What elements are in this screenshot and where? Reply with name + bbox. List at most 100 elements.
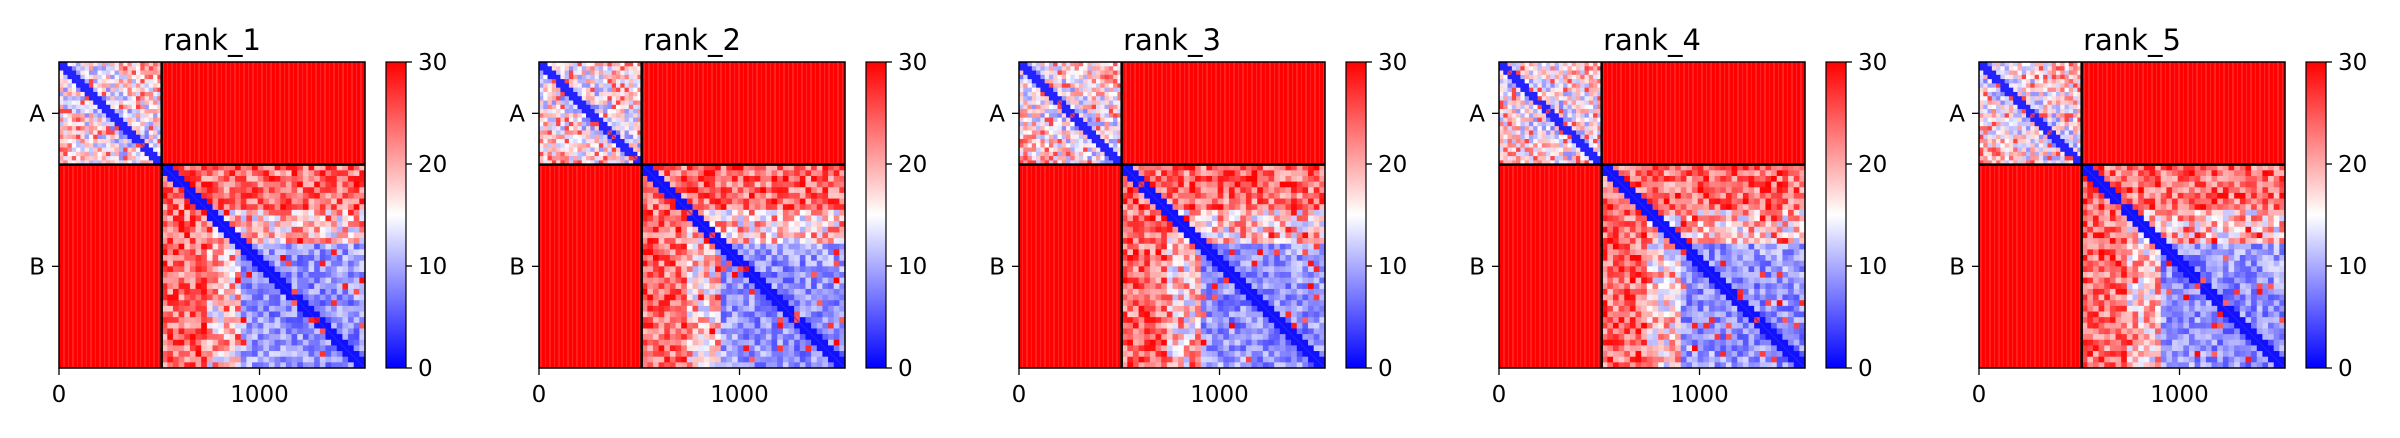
heatmap-cell	[1212, 232, 1218, 239]
heatmap-cell	[189, 271, 196, 278]
heatmap-cell	[178, 170, 185, 177]
heatmap-cell	[777, 226, 784, 233]
heatmap-cell	[1279, 187, 1286, 194]
heatmap-cell	[76, 130, 81, 136]
heatmap-cell	[178, 215, 185, 222]
heatmap-cell	[1108, 139, 1114, 144]
heatmap-cell	[302, 277, 309, 284]
heatmap-cell	[748, 226, 755, 233]
heatmap-cell	[319, 215, 326, 222]
heatmap-cell	[547, 104, 553, 110]
heatmap-cell	[229, 209, 236, 216]
heatmap-cell	[669, 317, 676, 324]
heatmap-cell	[348, 271, 355, 278]
heatmap-cell	[777, 328, 784, 335]
heatmap-cell	[799, 238, 806, 245]
heatmap-cell	[161, 356, 168, 363]
heatmap-cell	[167, 204, 174, 211]
heatmap-cell	[1048, 130, 1054, 136]
heatmap-cell	[297, 288, 304, 295]
heatmap-cell	[106, 74, 111, 80]
heatmap-cell	[1053, 139, 1058, 144]
heatmap-cell	[828, 204, 835, 211]
heatmap-cell	[229, 175, 236, 182]
heatmap-cell	[686, 328, 693, 335]
heatmap-cell	[280, 317, 287, 324]
heatmap-cell	[1027, 96, 1033, 101]
heatmap-cell	[647, 209, 654, 216]
heatmap-cell	[822, 266, 829, 273]
heatmap-cell	[353, 164, 360, 171]
heatmap-cell	[1031, 96, 1037, 101]
heatmap-cell	[97, 62, 103, 67]
heatmap-cell	[80, 62, 85, 67]
heatmap-cell	[603, 74, 608, 80]
heatmap-cell	[1096, 113, 1101, 118]
heatmap-cell	[598, 79, 604, 84]
heatmap-cell	[114, 70, 120, 76]
heatmap-cell	[737, 271, 744, 278]
heatmap-cell	[543, 70, 548, 76]
heatmap-cell	[669, 170, 676, 177]
heatmap-cell	[737, 317, 744, 324]
heatmap-cell	[118, 117, 124, 123]
heatmap-cell	[1200, 226, 1207, 233]
heatmap-cell	[218, 322, 225, 329]
heatmap-cell	[732, 288, 738, 295]
heatmap-cell	[709, 317, 716, 324]
heatmap-cell	[1044, 109, 1050, 114]
heatmap-cell	[577, 62, 583, 67]
heatmap-cell	[1031, 83, 1037, 88]
heatmap-cell	[692, 271, 699, 278]
heatmap-cell	[291, 215, 298, 222]
heatmap-cell	[1268, 215, 1275, 222]
heatmap-cell	[743, 351, 750, 358]
heatmap-cell	[1217, 232, 1224, 239]
heatmap-cell	[84, 130, 90, 136]
heatmap-cell	[144, 66, 150, 71]
heatmap-cell	[1144, 192, 1151, 199]
heatmap-cell	[1027, 130, 1033, 136]
heatmap-cell	[641, 277, 648, 284]
heatmap-cell	[1262, 204, 1269, 211]
heatmap-cell	[624, 121, 630, 127]
heatmap-cell	[811, 255, 818, 261]
heatmap-cell	[1044, 96, 1050, 101]
heatmap-cell	[218, 277, 225, 284]
heatmap-cell	[67, 79, 73, 84]
heatmap-cell	[223, 345, 230, 352]
heatmap-cell	[703, 351, 710, 358]
heatmap-cell	[1027, 126, 1033, 131]
heatmap-cell	[235, 351, 242, 358]
heatmap-cell	[652, 181, 659, 188]
heatmap-cell	[1166, 221, 1173, 228]
heatmap-cell	[577, 96, 583, 101]
heatmap-cell	[681, 260, 688, 267]
heatmap-cell	[748, 345, 755, 352]
heatmap-cell	[342, 294, 349, 301]
heatmap-cell	[263, 277, 270, 284]
heatmap-cell	[63, 79, 68, 84]
heatmap-cell	[782, 204, 789, 211]
heatmap-cell	[1161, 249, 1168, 256]
heatmap-cell	[675, 334, 682, 341]
heatmap-cell	[1040, 91, 1045, 97]
heatmap-cell	[633, 70, 638, 76]
heatmap-cell	[1178, 164, 1185, 171]
heatmap-cell	[581, 134, 587, 140]
heatmap-cell	[686, 351, 693, 358]
heatmap-cell	[67, 109, 73, 114]
heatmap-cell	[664, 221, 671, 228]
heatmap-cell	[748, 305, 755, 312]
heatmap-cell	[641, 317, 648, 324]
heatmap-cell	[153, 143, 158, 148]
heatmap-cell	[252, 170, 258, 177]
heatmap-cell	[664, 288, 671, 295]
heatmap-cell	[681, 277, 688, 284]
heatmap-cell	[114, 147, 120, 153]
heatmap-cell	[325, 232, 332, 239]
heatmap-cell	[828, 277, 835, 284]
heatmap-cell	[641, 232, 648, 239]
heatmap-cell	[1234, 226, 1241, 233]
heatmap-cell	[1223, 215, 1230, 222]
